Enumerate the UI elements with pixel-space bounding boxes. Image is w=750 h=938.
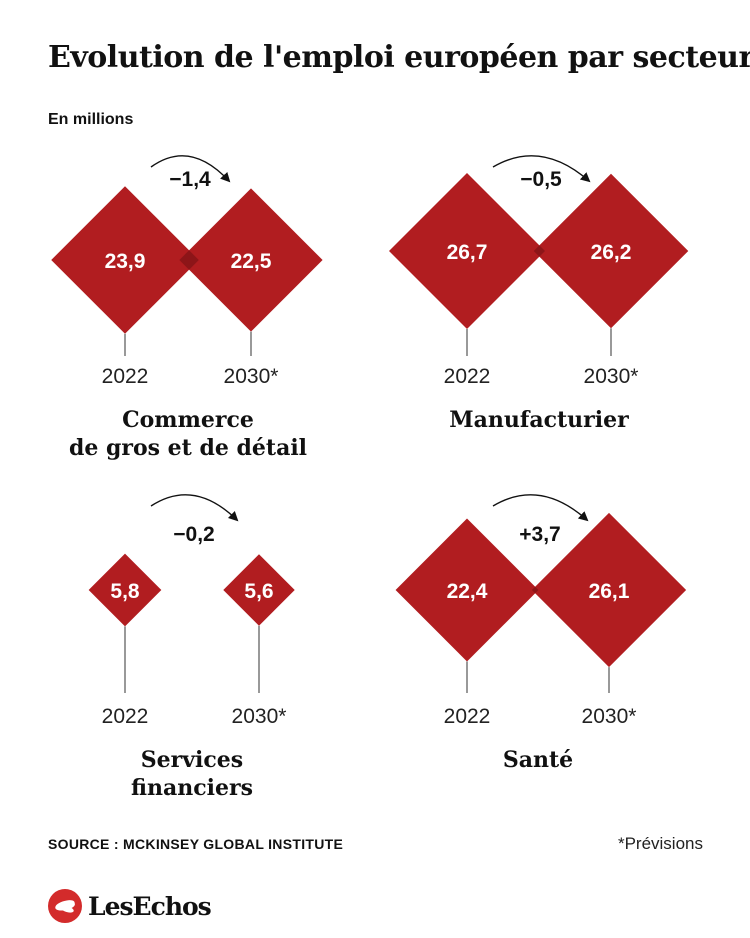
sector-title: de gros et de détail: [69, 435, 307, 461]
logo-wordmark: LesEchos: [88, 891, 212, 921]
change-label: +3,7: [519, 523, 560, 546]
year-label: 2022: [444, 705, 491, 728]
value-diamond: [223, 554, 295, 626]
forecast-footnote: *Prévisions: [617, 834, 703, 853]
sector-title: Manufacturier: [449, 407, 629, 433]
pegasus-logo-icon: [48, 889, 82, 923]
year-label: 2022: [102, 365, 149, 388]
year-label: 2030*: [584, 365, 639, 388]
source-note: SOURCE : MCKINSEY GLOBAL INSTITUTE: [48, 836, 344, 852]
sector-title: financiers: [131, 775, 253, 801]
value-label: 22,4: [447, 580, 488, 603]
overlap-diamond: [531, 586, 539, 594]
year-label: 2022: [102, 705, 149, 728]
year-label: 2030*: [582, 705, 637, 728]
change-arrow: [492, 494, 589, 522]
overlap-diamond: [179, 250, 199, 270]
year-label: 2022: [444, 365, 491, 388]
change-arrow: [492, 155, 591, 183]
change-arrow: [150, 494, 239, 522]
value-diamond: [88, 553, 162, 627]
sector-title: Commerce: [122, 407, 254, 433]
year-label: 2030*: [232, 705, 287, 728]
chart-title: Evolution de l'emploi européen par secte…: [48, 40, 750, 75]
value-label: 5,6: [244, 580, 273, 603]
value-label: 26,2: [591, 241, 632, 264]
value-label: 23,9: [105, 250, 146, 273]
les-echos-logo: LesEchos: [48, 888, 212, 924]
value-diamond: [533, 173, 689, 329]
value-diamond: [531, 512, 687, 668]
value-label: 5,8: [110, 580, 140, 603]
change-label: −0,5: [520, 168, 562, 191]
sector-title: Services: [141, 747, 243, 773]
change-arrow: [150, 155, 231, 183]
value-diamond: [395, 518, 539, 662]
value-label: 22,5: [231, 250, 272, 273]
change-label: −0,2: [173, 523, 214, 546]
value-label: 26,7: [447, 241, 488, 264]
unit-label: En millions: [48, 111, 134, 128]
value-diamond: [51, 186, 199, 334]
sector-title: Santé: [503, 747, 573, 773]
overlap-diamond: [533, 245, 545, 257]
change-label: −1,4: [169, 168, 211, 191]
value-diamond: [389, 173, 545, 329]
year-label: 2030*: [224, 365, 279, 388]
value-label: 26,1: [589, 580, 630, 603]
value-diamond: [179, 188, 323, 332]
